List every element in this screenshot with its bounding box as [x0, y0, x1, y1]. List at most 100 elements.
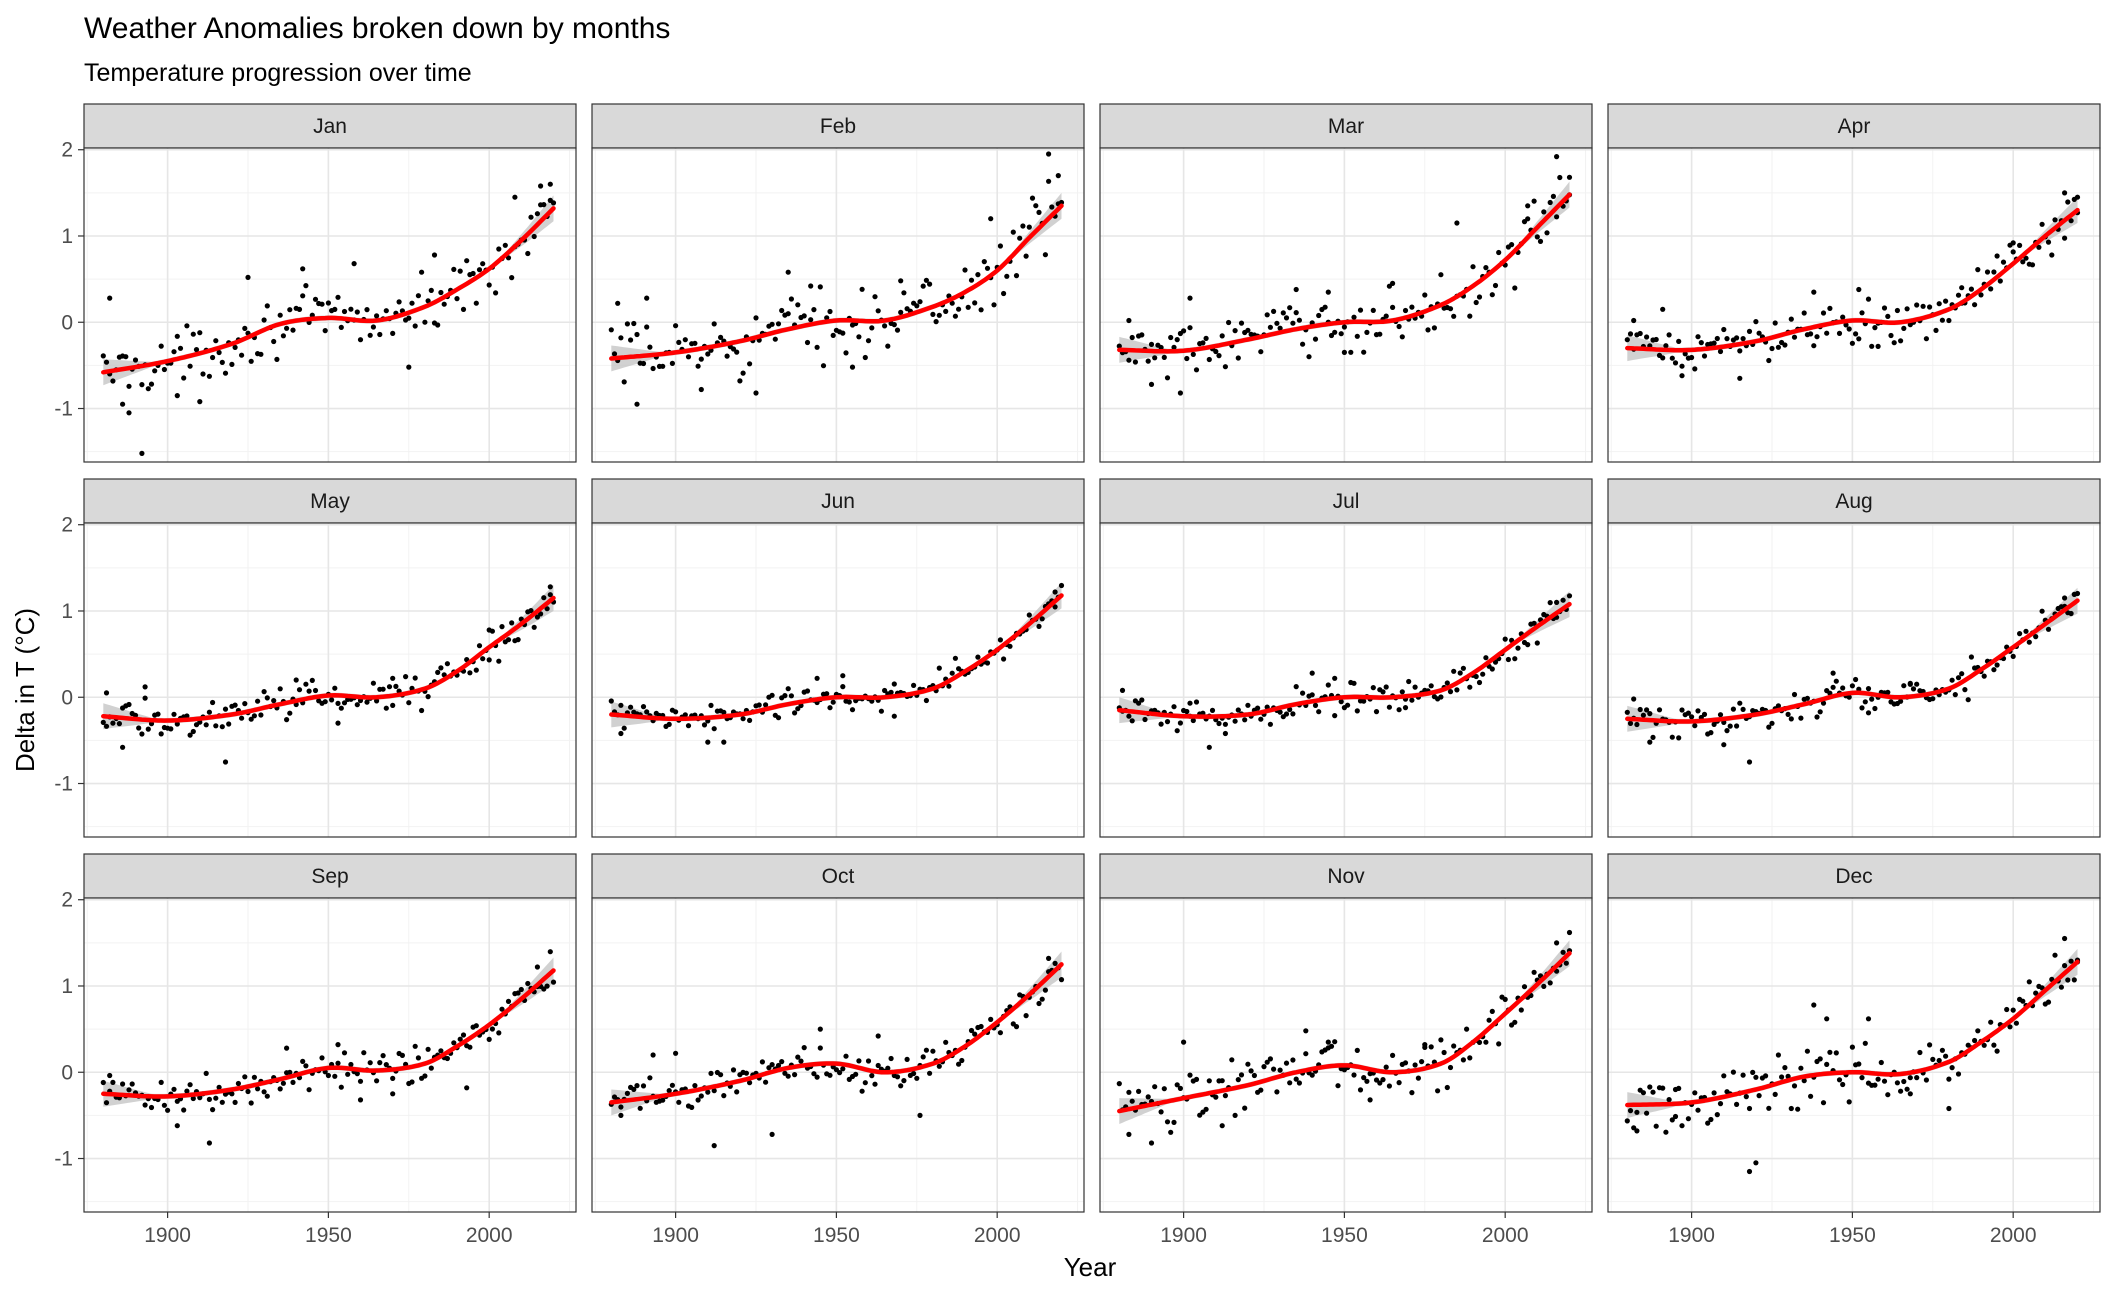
data-point [1757, 1093, 1762, 1098]
data-point [1339, 331, 1344, 336]
data-point [872, 1082, 877, 1087]
data-point [1509, 242, 1514, 247]
data-point [1397, 1080, 1402, 1085]
data-point [2062, 595, 2067, 600]
data-point [303, 1063, 308, 1068]
data-point [1670, 356, 1675, 361]
data-point [1805, 696, 1810, 701]
data-point [1474, 300, 1479, 305]
data-point [815, 676, 820, 681]
data-point [451, 267, 456, 272]
data-point [869, 1073, 874, 1078]
data-point [1380, 689, 1385, 694]
data-point [1798, 1066, 1803, 1071]
data-point [1136, 1089, 1141, 1094]
data-point [339, 325, 344, 330]
data-point [496, 246, 501, 251]
data-point [438, 665, 443, 670]
data-point [1400, 689, 1405, 694]
data-point [1647, 711, 1652, 716]
data-point [1149, 382, 1154, 387]
data-point [1204, 336, 1209, 341]
data-point [516, 637, 521, 642]
data-point [969, 278, 974, 283]
data-point [866, 338, 871, 343]
data-point [1477, 294, 1482, 299]
data-point [1223, 722, 1228, 727]
data-point [532, 625, 537, 630]
data-point [921, 1054, 926, 1059]
data-point [712, 726, 717, 731]
data-point [1207, 1078, 1212, 1083]
data-point [390, 1076, 395, 1081]
data-point [352, 261, 357, 266]
data-point [1159, 722, 1164, 727]
data-point [1930, 1057, 1935, 1062]
data-point [171, 712, 176, 717]
data-point [1024, 254, 1029, 259]
data-point [1753, 1160, 1758, 1165]
data-point [432, 252, 437, 257]
data-point [165, 1108, 170, 1113]
data-point [1567, 593, 1572, 598]
x-tick-label: 2000 [1482, 1224, 1529, 1247]
data-point [104, 724, 109, 729]
data-point [384, 706, 389, 711]
y-tick-label: 1 [61, 225, 73, 248]
data-point [1216, 721, 1221, 726]
data-point [1171, 1120, 1176, 1125]
data-point [1191, 352, 1196, 357]
data-point [1863, 699, 1868, 704]
data-point [123, 354, 128, 359]
data-point [107, 1073, 112, 1078]
data-point [705, 740, 710, 745]
data-point [1956, 293, 1961, 298]
data-point [975, 272, 980, 277]
data-point [1043, 252, 1048, 257]
data-point [1496, 250, 1501, 255]
data-point [1737, 701, 1742, 706]
data-point [149, 1105, 154, 1110]
data-point [175, 1123, 180, 1128]
data-point [1049, 204, 1054, 209]
data-point [1647, 740, 1652, 745]
data-point [1284, 315, 1289, 320]
data-point [827, 309, 832, 314]
data-point [885, 344, 890, 349]
data-point [889, 690, 894, 695]
data-point [1850, 341, 1855, 346]
data-point [953, 656, 958, 661]
data-point [1747, 1169, 1752, 1174]
data-point [1654, 1124, 1659, 1129]
data-point [1422, 1042, 1427, 1047]
data-point [1692, 723, 1697, 728]
facet-panel-nov: Nov1900 1950 2000 [1100, 854, 1592, 1247]
data-point [1991, 269, 1996, 274]
data-point [377, 1060, 382, 1065]
data-point [207, 1097, 212, 1102]
data-point [467, 1045, 472, 1050]
data-point [1384, 684, 1389, 689]
data-point [1634, 722, 1639, 727]
data-point [335, 721, 340, 726]
data-point [1442, 1050, 1447, 1055]
data-point [1853, 331, 1858, 336]
data-point [143, 684, 148, 689]
data-point [1036, 1001, 1041, 1006]
data-point [1837, 1077, 1842, 1082]
data-point [171, 1087, 176, 1092]
data-point [872, 294, 877, 299]
data-point [2001, 260, 2006, 265]
data-point [1985, 269, 1990, 274]
data-point [1130, 1099, 1135, 1104]
facet-panel-dec: Dec1900 1950 2000 [1608, 854, 2100, 1247]
data-point [943, 309, 948, 314]
data-point [413, 675, 418, 680]
data-point [242, 701, 247, 706]
data-point [1126, 714, 1131, 719]
data-point [1284, 1061, 1289, 1066]
data-point [178, 346, 183, 351]
data-point [2004, 1007, 2009, 1012]
data-point [1358, 1087, 1363, 1092]
data-point [1773, 320, 1778, 325]
